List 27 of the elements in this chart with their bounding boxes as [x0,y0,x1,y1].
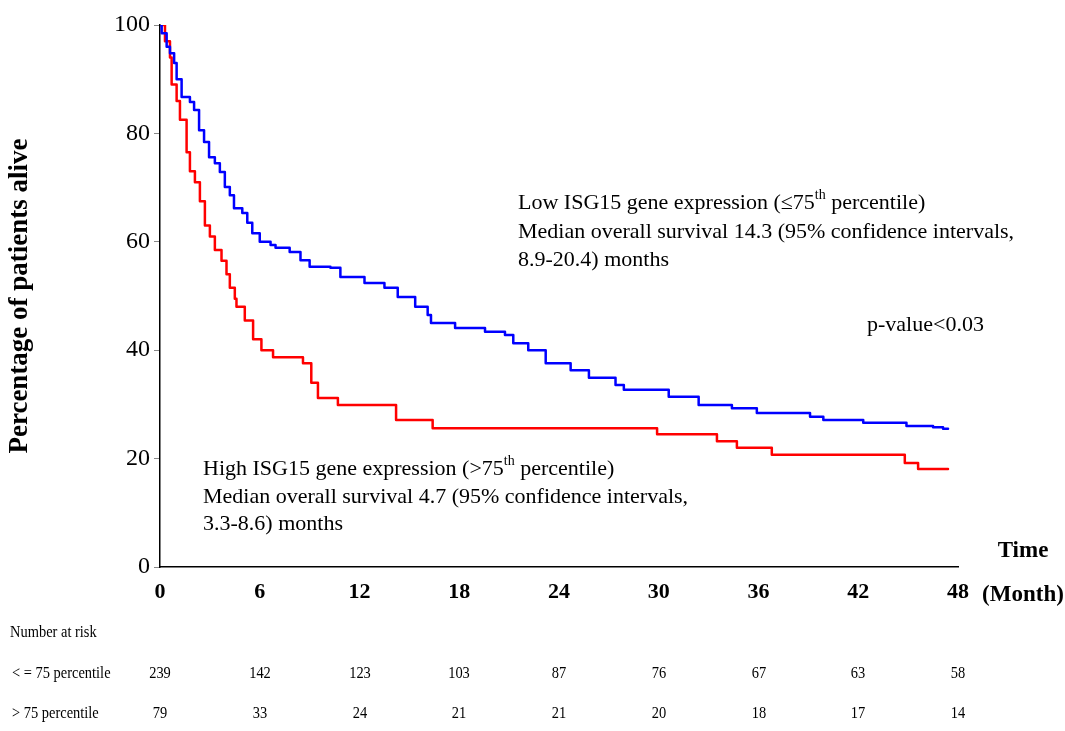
x-tick-label: 24 [548,577,570,603]
y-axis-title: Percentage of patients alive [3,138,34,454]
y-tick-label: 40 [126,335,150,362]
x-tick-label: 12 [348,577,371,603]
annotation: Median overall survival 14.3 (95% confidence intervals, [518,217,1015,243]
y-tick-label: 60 [126,227,150,254]
text: 79 33 24 21 21 20 18 17 14 [152,703,966,722]
annotation: 8.9-20.4) months [518,245,669,271]
annotation: 3.3-8.6) months [203,509,343,535]
y-tick-label: 0 [138,552,150,579]
y-tick-label: 80 [126,118,150,145]
annotation: p-value<0.03 [867,310,984,336]
x-tick-label: 6 [254,577,266,603]
text: > 75 percentile [12,703,99,723]
x-tick-label: 18 [448,577,471,603]
x-tick-label: 48 [947,577,969,603]
y-tick-label: 100 [114,10,150,37]
y-tick-label: 20 [126,443,150,470]
annotation: Median overall survival 4.7 (95% confidence intervals, [203,482,689,508]
x-tick-label: 42 [847,577,870,603]
x-tick-label: 36 [747,577,770,603]
text: Number at risk [10,622,97,642]
x-tick-label: 30 [647,577,670,603]
text: 239 142 123 103 87 76 67 63 58 [149,663,966,682]
text: < = 75 percentile [12,663,111,683]
x-axis-title: Time (Month) [982,536,1064,608]
x-tick-label: 0 [154,577,166,603]
